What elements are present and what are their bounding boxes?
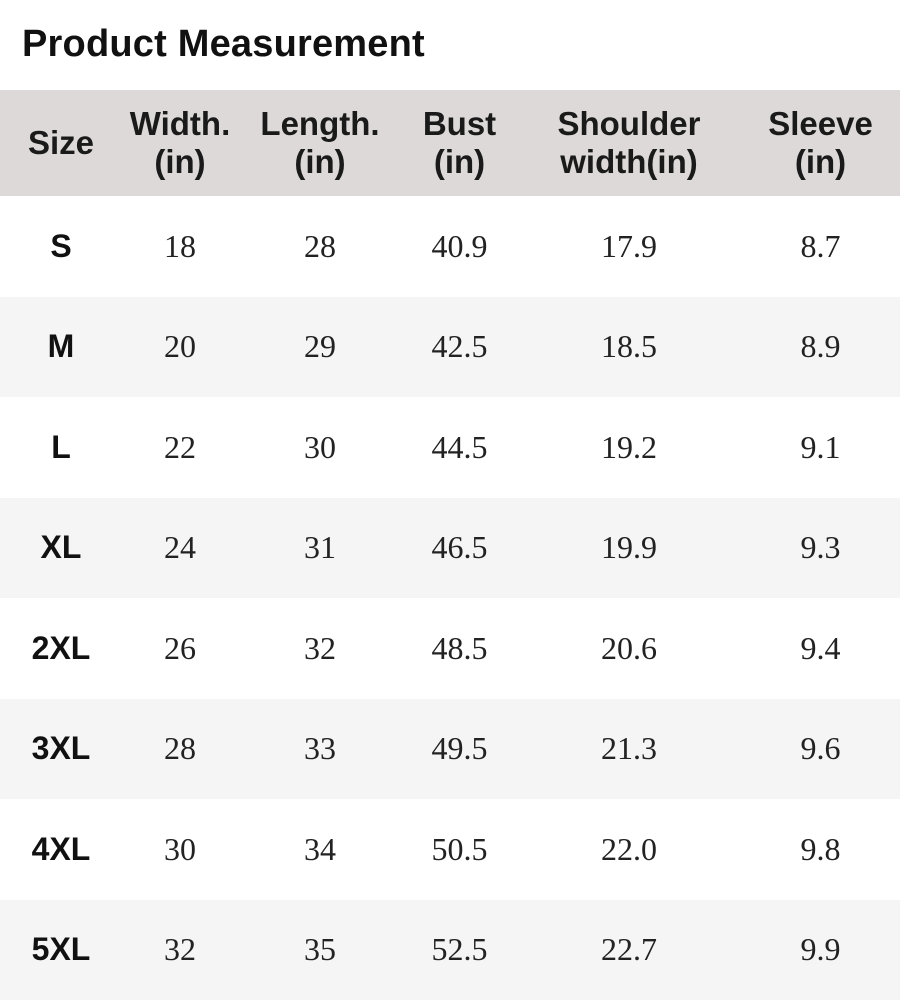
shoulder-cell: 19.9: [601, 529, 657, 566]
sleeve-cell: 8.7: [800, 227, 841, 264]
length-cell: 34: [304, 830, 336, 867]
page-title: Product Measurement: [22, 23, 425, 65]
width-cell: 24: [164, 529, 196, 566]
table-header: Size Width. (in) Length. (in) Bust (in) …: [0, 90, 900, 196]
size-cell: 2XL: [31, 629, 91, 666]
header-shoulder: Shoulder width(in): [517, 90, 741, 196]
width-cell: 26: [164, 629, 196, 666]
length-cell: 31: [304, 529, 336, 566]
width-cell: 18: [164, 227, 196, 264]
length-cell: 35: [304, 931, 336, 968]
header-sleeve: Sleeve (in): [741, 90, 900, 196]
bust-cell: 40.9: [431, 227, 488, 264]
header-length-unit: (in): [294, 143, 346, 180]
sleeve-cell: 9.8: [800, 830, 841, 867]
header-shoulder-unit: width(in): [560, 143, 698, 180]
sleeve-cell: 9.1: [800, 428, 841, 465]
table-row: L 22 30 44.5 19.2 9.1: [0, 397, 900, 498]
header-bust-unit: (in): [433, 143, 486, 180]
length-cell: 29: [304, 328, 336, 365]
header-length: Length. (in): [238, 90, 402, 196]
sleeve-cell: 8.9: [800, 328, 841, 365]
sleeve-cell: 9.4: [800, 629, 841, 666]
size-cell: S: [50, 227, 72, 264]
header-sleeve-unit: (in): [794, 143, 847, 180]
header-bust: Bust (in): [402, 90, 517, 196]
header-length-label: Length.: [260, 105, 380, 142]
header-width: Width. (in): [122, 90, 238, 196]
width-cell: 28: [164, 730, 196, 767]
bust-cell: 46.5: [431, 529, 488, 566]
measurement-table: Size Width. (in) Length. (in) Bust (in) …: [0, 90, 900, 1000]
sleeve-cell: 9.3: [800, 529, 841, 566]
bust-cell: 48.5: [431, 629, 488, 666]
sleeve-cell: 9.6: [800, 730, 841, 767]
width-cell: 30: [164, 830, 196, 867]
shoulder-cell: 21.3: [601, 730, 657, 767]
header-row: Size Width. (in) Length. (in) Bust (in) …: [0, 90, 900, 196]
shoulder-cell: 22.0: [601, 830, 657, 867]
header-bust-label: Bust: [422, 105, 497, 142]
table-row: M 20 29 42.5 18.5 8.9: [0, 296, 900, 397]
bust-cell: 52.5: [431, 931, 488, 968]
sleeve-cell: 9.9: [800, 931, 841, 968]
length-cell: 33: [304, 730, 336, 767]
shoulder-cell: 22.7: [601, 931, 657, 968]
table-body: S 18 28 40.9 17.9 8.7 M 20 29 42.5 18.5 …: [0, 196, 900, 1000]
bust-cell: 44.5: [431, 428, 488, 465]
width-cell: 22: [164, 428, 196, 465]
shoulder-cell: 20.6: [601, 629, 657, 666]
header-width-label: Width.: [129, 105, 231, 142]
size-cell: 4XL: [31, 830, 91, 867]
bust-cell: 42.5: [431, 328, 488, 365]
length-cell: 28: [304, 227, 336, 264]
shoulder-cell: 18.5: [601, 328, 657, 365]
header-size-label: Size: [27, 124, 95, 161]
bust-cell: 49.5: [431, 730, 488, 767]
table-row: XL 24 31 46.5 19.9 9.3: [0, 497, 900, 598]
size-cell: 5XL: [31, 931, 91, 968]
shoulder-cell: 19.2: [601, 428, 657, 465]
table-row: 4XL 30 34 50.5 22.0 9.8: [0, 799, 900, 900]
size-cell: XL: [40, 529, 82, 566]
width-cell: 32: [164, 931, 196, 968]
header-width-unit: (in): [154, 143, 206, 180]
length-cell: 30: [304, 428, 336, 465]
bust-cell: 50.5: [431, 830, 488, 867]
shoulder-cell: 17.9: [601, 227, 657, 264]
table-row: S 18 28 40.9 17.9 8.7: [0, 196, 900, 297]
table-row: 3XL 28 33 49.5 21.3 9.6: [0, 698, 900, 799]
length-cell: 32: [304, 629, 336, 666]
size-cell: M: [47, 328, 75, 365]
table-row: 2XL 26 32 48.5 20.6 9.4: [0, 598, 900, 699]
header-size: Size: [0, 90, 122, 196]
size-cell: 3XL: [31, 730, 91, 767]
table-row: 5XL 32 35 52.5 22.7 9.9: [0, 899, 900, 1000]
header-sleeve-label: Sleeve: [768, 105, 873, 142]
size-cell: L: [51, 428, 71, 465]
width-cell: 20: [164, 328, 196, 365]
header-shoulder-label: Shoulder: [557, 105, 701, 142]
